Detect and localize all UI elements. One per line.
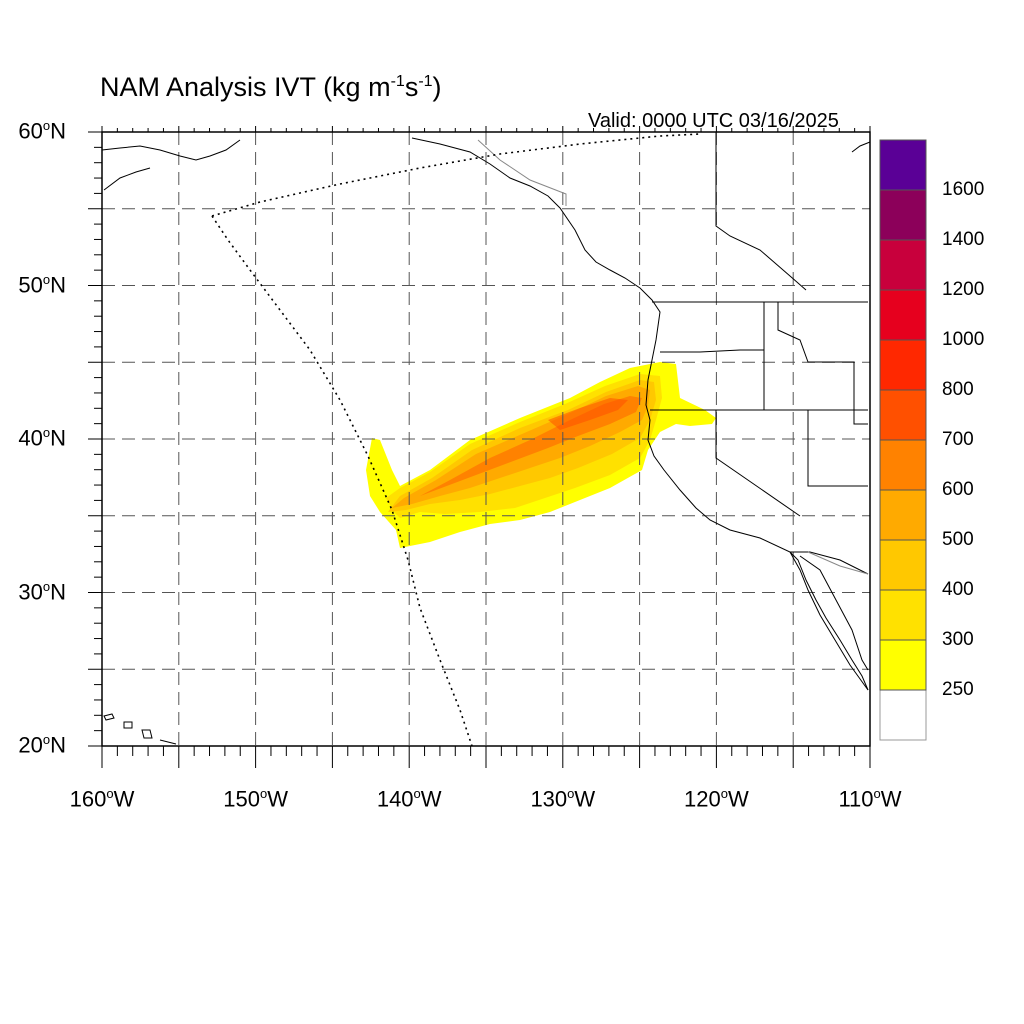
colorbar (879, 139, 927, 741)
colorbar-swatch (879, 589, 927, 641)
ivt-band-700 (548, 398, 628, 430)
longitude-label: 110oW (838, 786, 902, 812)
coastlines (101, 137, 871, 745)
longitude-label: 160oW (69, 786, 135, 812)
nevada-utah-border (807, 410, 868, 487)
latitude-label: 60oN (18, 118, 66, 144)
colorbar-tick-label: 500 (942, 529, 974, 550)
latitude-label: 40oN (18, 425, 66, 451)
colorbar-swatch (879, 489, 927, 541)
colorbar-swatch (879, 439, 927, 491)
axis-ticks (88, 126, 871, 768)
baja-coast (789, 551, 869, 691)
colorbar-tick-label: 700 (942, 429, 974, 450)
california-nevada-border (715, 410, 801, 517)
colorbar-swatch (879, 239, 927, 291)
colorbar-tick-label: 1200 (942, 279, 985, 300)
us-mexico-border (790, 551, 869, 575)
grey-admin-boundaries (477, 139, 869, 575)
longitude-label: 120oW (684, 786, 749, 812)
hudson-bay-coast (851, 141, 871, 153)
colorbar-swatch (879, 689, 927, 741)
longitude-label: 130oW (530, 786, 596, 812)
alaska-coast (101, 139, 241, 191)
colorbar-swatch (879, 289, 927, 341)
longitude-label: 150oW (223, 786, 288, 812)
colorbar-swatch (879, 339, 927, 391)
colorbar-swatch (879, 389, 927, 441)
colorbar-swatch (879, 539, 927, 591)
gulf-california-coast (799, 555, 869, 671)
montana-border (777, 302, 868, 425)
colorbar-tick-label: 300 (942, 629, 974, 650)
colorbar-tick-label: 1000 (942, 329, 985, 350)
colorbar-tick-label: 400 (942, 579, 974, 600)
colorbar-swatch (879, 189, 927, 241)
map-title: NAM Analysis IVT (kg m-1s-1) (100, 72, 442, 102)
political-boundaries (650, 132, 869, 575)
latitude-label: 50oN (18, 271, 66, 297)
colorbar-tick-label: 1600 (942, 179, 985, 200)
longitude-label: 140oW (376, 786, 442, 812)
hawaii-islands (103, 713, 177, 745)
alaska-canada-border (715, 132, 807, 291)
north-america-coast (411, 137, 869, 691)
ivt-shading (366, 362, 716, 548)
colorbar-tick-label: 1400 (942, 229, 985, 250)
colorbar-tick-label: 800 (942, 379, 974, 400)
gridlines (102, 132, 870, 746)
colorbar-tick-label: 600 (942, 479, 974, 500)
colorbar-swatch (879, 139, 927, 191)
colorbar-swatch (879, 639, 927, 691)
washington-oregon-border (660, 349, 764, 353)
colorbar-tick-label: 250 (942, 679, 974, 700)
valid-time: Valid: 0000 UTC 03/16/2025 (588, 110, 839, 132)
nam-domain-boundary (211, 133, 701, 747)
latitude-label: 30oN (18, 578, 66, 604)
latitude-label: 20oN (18, 732, 66, 758)
